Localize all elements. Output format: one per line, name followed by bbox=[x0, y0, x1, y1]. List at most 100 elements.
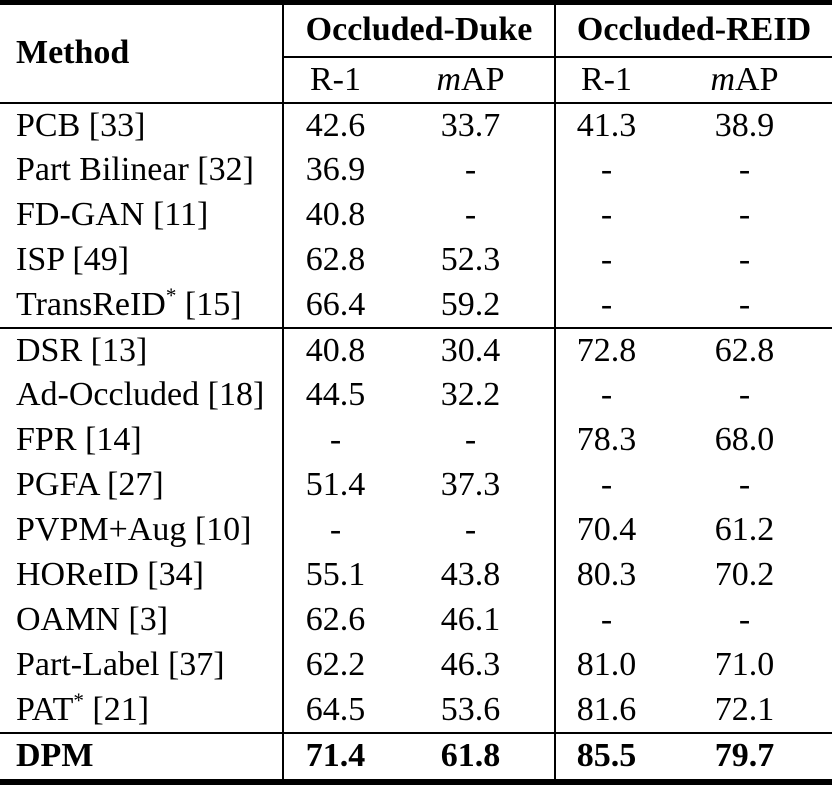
subheader-text: AP bbox=[735, 60, 779, 98]
method-cell: TransReID* [15] bbox=[16, 283, 242, 323]
method-cell: OAMN [3] bbox=[16, 601, 169, 638]
table-row: Ad-Occluded [18] 44.5 32.2 - - bbox=[0, 372, 832, 418]
value-cell: 68.0 bbox=[714, 421, 775, 458]
subheader-text: R-1 bbox=[310, 60, 361, 98]
value-cell: - bbox=[554, 462, 657, 508]
subheader-italic-part: m bbox=[710, 60, 736, 98]
value-cell: 32.2 bbox=[440, 376, 501, 413]
value-cell: 85.5 bbox=[554, 731, 657, 782]
table-row: PAT* [21] 64.5 53.6 81.6 72.1 bbox=[0, 687, 832, 733]
value-cell: 78.3 bbox=[554, 417, 657, 463]
method-cell: PGFA [27] bbox=[16, 466, 164, 503]
column-group-occluded-reid: Occluded-REID bbox=[553, 2, 832, 58]
value-cell: 71.4 bbox=[282, 731, 387, 782]
asterisk-marker: * bbox=[165, 283, 177, 308]
method-cell: DPM bbox=[0, 731, 283, 782]
subheader-text: AP bbox=[461, 60, 505, 98]
value-cell: 44.5 bbox=[282, 372, 387, 418]
method-cell: PCB [33] bbox=[16, 106, 146, 144]
table-row: FD-GAN [11] 40.8 - - - bbox=[0, 192, 832, 238]
value-cell: 72.1 bbox=[714, 690, 775, 728]
value-cell: 62.2 bbox=[282, 642, 387, 688]
table-row: DSR [13] 40.8 30.4 72.8 62.8 bbox=[0, 326, 832, 373]
table-row: ISP [49] 62.8 52.3 - - bbox=[0, 237, 832, 283]
value-cell: 64.5 bbox=[282, 687, 387, 733]
column-header-duke-map: mAP bbox=[387, 56, 555, 104]
column-group-occluded-duke: Occluded-Duke bbox=[282, 2, 555, 58]
value-cell: 81.6 bbox=[554, 687, 657, 733]
value-cell: 70.4 bbox=[554, 507, 657, 553]
value-cell: 37.3 bbox=[440, 466, 501, 503]
value-cell: - bbox=[464, 511, 477, 548]
value-cell: - bbox=[554, 597, 657, 643]
method-cell: FPR [14] bbox=[16, 421, 142, 458]
table-body: PCB [33] 42.6 33.7 41.3 38.9 Part Bilinear [3… bbox=[0, 102, 832, 782]
value-cell: - bbox=[282, 417, 387, 463]
value-cell: 59.2 bbox=[440, 285, 501, 323]
value-cell: - bbox=[464, 196, 477, 233]
value-cell: 66.4 bbox=[282, 282, 387, 328]
value-cell: 81.0 bbox=[554, 642, 657, 688]
value-cell: 43.8 bbox=[440, 556, 501, 593]
method-cell: HOReID [34] bbox=[16, 556, 204, 593]
value-cell: 80.3 bbox=[554, 552, 657, 598]
value-cell: 62.8 bbox=[657, 326, 832, 373]
method-cell: Part Bilinear [32] bbox=[16, 151, 254, 188]
method-cell: ISP [49] bbox=[16, 241, 130, 278]
table-header: Method Occluded-Duke Occluded-REID R-1 m… bbox=[0, 2, 832, 104]
method-cell: Ad-Occluded [18] bbox=[16, 376, 265, 413]
value-cell: - bbox=[738, 285, 751, 323]
value-cell: 62.8 bbox=[282, 237, 387, 283]
value-cell: 62.6 bbox=[282, 597, 387, 643]
asterisk-marker: * bbox=[73, 688, 84, 713]
table-row: PCB [33] 42.6 33.7 41.3 38.9 bbox=[0, 102, 832, 148]
column-header-method: Method bbox=[0, 2, 283, 104]
value-cell: 38.9 bbox=[714, 106, 775, 144]
method-cell: DSR [13] bbox=[0, 326, 283, 373]
value-cell: 30.4 bbox=[387, 326, 555, 373]
value-cell: - bbox=[554, 237, 657, 283]
value-cell: 72.8 bbox=[554, 326, 657, 373]
table-row: PVPM+Aug [10] - -70.4 61.2 bbox=[0, 507, 832, 553]
column-header-reid-r1: R-1 bbox=[554, 56, 657, 104]
subheader-text: R-1 bbox=[581, 60, 632, 98]
value-cell: 42.6 bbox=[282, 102, 387, 148]
value-cell: - bbox=[738, 466, 751, 503]
value-cell: 79.7 bbox=[657, 731, 832, 782]
value-cell: 36.9 bbox=[282, 147, 387, 193]
value-cell: - bbox=[464, 151, 477, 188]
value-cell: - bbox=[554, 192, 657, 238]
value-cell: 52.3 bbox=[440, 241, 501, 278]
column-header-reid-map: mAP bbox=[657, 56, 832, 104]
value-cell: 33.7 bbox=[440, 106, 501, 144]
value-cell: 40.8 bbox=[282, 192, 387, 238]
value-cell: 41.3 bbox=[554, 102, 657, 148]
method-cell: PAT* [21] bbox=[16, 688, 150, 728]
value-cell: 61.8 bbox=[387, 731, 555, 782]
value-cell: 51.4 bbox=[282, 462, 387, 508]
value-cell: - bbox=[738, 241, 751, 278]
value-cell: - bbox=[554, 282, 657, 328]
table-row: Part Bilinear [32] 36.9 - - - bbox=[0, 147, 832, 193]
table-row: TransReID* [15] 66.4 59.2 - - bbox=[0, 282, 832, 328]
method-cell: PVPM+Aug [10] bbox=[16, 511, 252, 548]
value-cell: - bbox=[738, 151, 751, 188]
table-row: OAMN [3] 62.6 46.1 - - bbox=[0, 597, 832, 643]
value-cell: - bbox=[738, 376, 751, 413]
column-header-duke-r1: R-1 bbox=[282, 56, 387, 104]
table-row: HOReID [34] 55.1 43.8 80.3 70.2 bbox=[0, 552, 832, 598]
value-cell: - bbox=[282, 507, 387, 553]
table-row: Part-Label [37] 62.2 46.3 81.0 71.0 bbox=[0, 642, 832, 688]
table-row: PGFA [27] 51.4 37.3 - - bbox=[0, 462, 832, 508]
subheader-italic-part: m bbox=[436, 60, 462, 98]
value-cell: - bbox=[738, 601, 751, 638]
value-cell: 71.0 bbox=[714, 646, 775, 683]
method-cell: FD-GAN [11] bbox=[16, 196, 209, 233]
value-cell: 40.8 bbox=[282, 326, 387, 373]
value-cell: - bbox=[554, 372, 657, 418]
value-cell: - bbox=[738, 196, 751, 233]
value-cell: 46.1 bbox=[440, 601, 501, 638]
method-cell: Part-Label [37] bbox=[16, 646, 225, 683]
